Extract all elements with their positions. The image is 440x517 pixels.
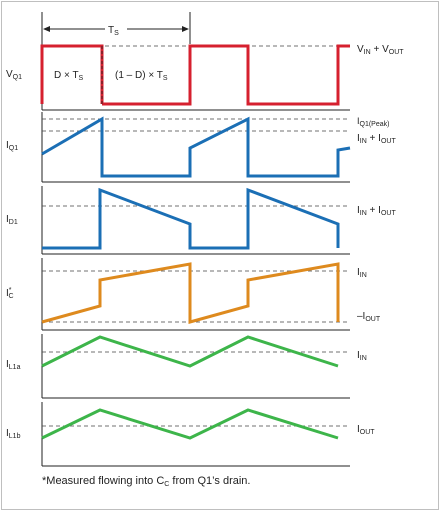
row-il1b: IL1b IOUT	[6, 402, 375, 467]
period-dimension: TS	[41, 12, 191, 44]
period-arrow-left	[43, 26, 50, 32]
waveform-iq1	[41, 116, 351, 178]
level-label: –IOUT	[357, 311, 381, 323]
period-label: TS	[108, 25, 119, 37]
row-id1: ID1 IIN + IOUT	[6, 186, 396, 255]
row-icc: I* C IIN –IOUT	[6, 258, 381, 331]
signal-label-il1b: IL1b	[6, 428, 21, 440]
signal-label-icc: I* C	[6, 287, 14, 300]
region-label-on: D × TS	[54, 70, 84, 82]
level-label: VIN + VOUT	[357, 44, 404, 56]
signal-label-iq1: IQ1	[6, 140, 18, 152]
level-label: IIN + IOUT	[357, 205, 396, 217]
region-label-off: (1 – D) × TS	[115, 70, 168, 82]
level-label: IIN	[357, 267, 367, 279]
row-vq1: VQ1 VIN + VOUT	[6, 42, 404, 111]
footnote: *Measured flowing into CC from Q1’s drai…	[42, 475, 250, 488]
level-label: IIN	[357, 350, 367, 362]
period-arrow-right	[182, 26, 189, 32]
waveform-rows: VQ1 VIN + VOUT IQ1 IQ1(Peak) IIN + IOUT ID1 II…	[6, 42, 404, 467]
level-label: IOUT	[357, 424, 375, 436]
row-iq1: IQ1 IQ1(Peak) IIN + IOUT	[6, 112, 396, 183]
waveform-id1	[42, 187, 340, 250]
waveform-il1b	[41, 408, 339, 440]
waveform-icc	[41, 262, 340, 324]
signal-label-vq1: VQ1	[6, 69, 22, 81]
level-label: IIN + IOUT	[357, 133, 396, 145]
row-il1a: IL1a IIN	[6, 334, 367, 399]
level-label: IQ1(Peak)	[357, 116, 389, 128]
waveform-vq1	[40, 44, 350, 106]
waveform-il1a	[41, 335, 339, 368]
signal-label-il1a: IL1a	[6, 359, 21, 371]
signal-label-id1: ID1	[6, 214, 18, 226]
